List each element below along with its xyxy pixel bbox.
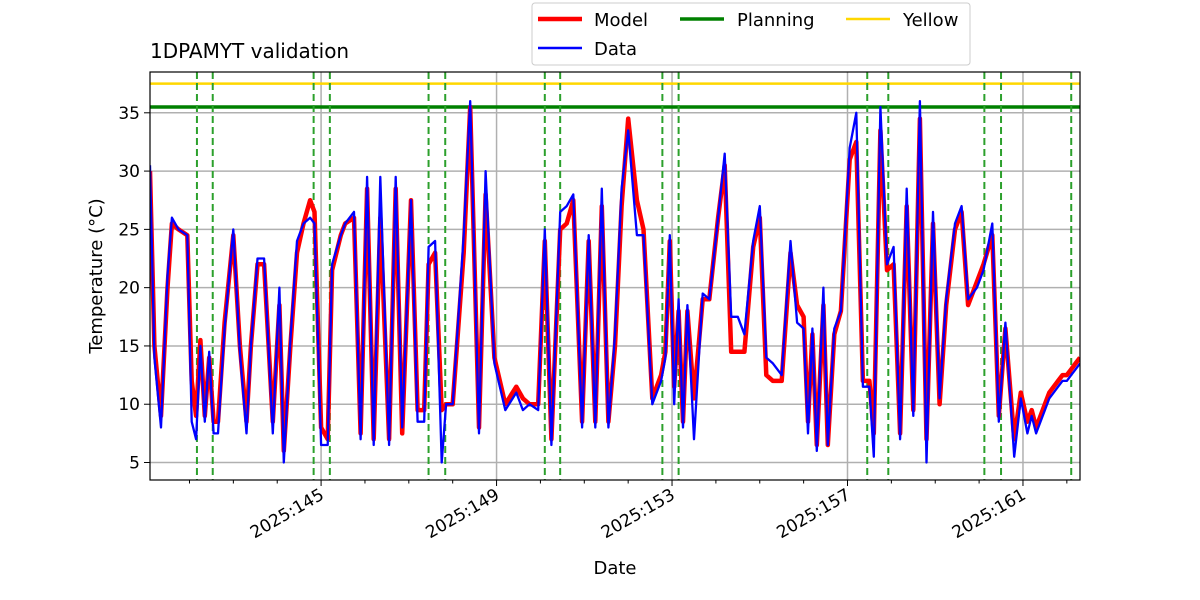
hlines-layer bbox=[150, 82, 1080, 109]
y-tick-label: 35 bbox=[118, 104, 140, 124]
legend: Model Data Planning Yellow bbox=[531, 2, 971, 66]
legend-label-data: Data bbox=[594, 39, 637, 60]
series-layer bbox=[150, 99, 1080, 464]
y-tick-label: 30 bbox=[118, 162, 140, 182]
data-series-line bbox=[150, 99, 1080, 464]
y-tick-label: 10 bbox=[118, 395, 140, 415]
y-tick-label: 5 bbox=[129, 454, 140, 474]
y-axis-title: Temperature (°C) bbox=[86, 198, 107, 354]
chart-title: 1DPAMYT validation bbox=[150, 39, 349, 63]
legend-label-model: Model bbox=[594, 10, 648, 31]
y-ticks: 5 10 15 20 25 30 35 bbox=[118, 104, 150, 474]
x-axis-title: Date bbox=[593, 558, 636, 579]
legend-label-yellow: Yellow bbox=[902, 10, 958, 31]
y-tick-label: 15 bbox=[118, 337, 140, 357]
y-tick-label: 25 bbox=[118, 220, 140, 240]
legend-label-planning: Planning bbox=[737, 10, 815, 31]
plot-frame bbox=[149, 71, 1081, 481]
y-tick-label: 20 bbox=[118, 279, 140, 299]
